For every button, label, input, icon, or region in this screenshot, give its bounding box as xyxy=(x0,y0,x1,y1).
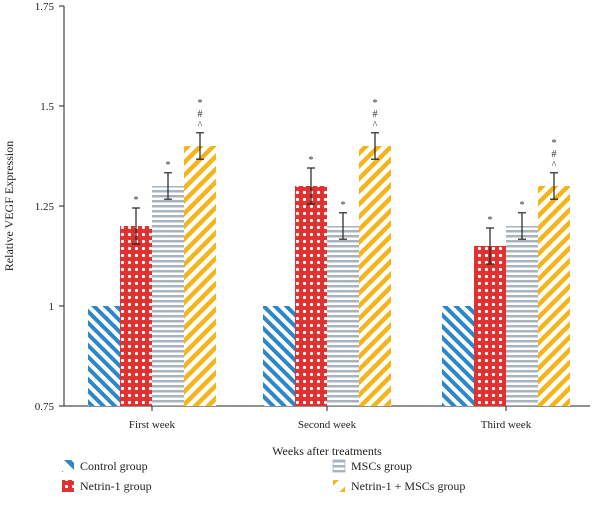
bar-mscs-group-1 xyxy=(152,186,184,406)
significance-marker: # xyxy=(198,109,203,120)
y-axis-title: Relative VEGF Expression xyxy=(2,141,16,271)
bar-netrin-1-group-1 xyxy=(120,226,152,406)
legend-label: Netrin-1 + MSCs group xyxy=(351,479,465,493)
y-tick-label: 0.75 xyxy=(35,401,55,413)
bar-netrin-1-group-2 xyxy=(295,186,327,406)
bar-netrin-1-group-3 xyxy=(474,246,506,406)
x-ticks: First week Second week Third week xyxy=(129,406,532,431)
legend-item-netrin-1-group: Netrin-1 group xyxy=(62,479,152,493)
y-tick-label: 1.75 xyxy=(35,1,55,13)
plot-area: 0.75 1 1.25 1.5 1.75 First week Second week Th… xyxy=(35,1,590,431)
legend: Control group Netrin-1 group MSCs group Net… xyxy=(62,459,465,493)
y-tick-label: 1.5 xyxy=(40,101,54,113)
y-tick-label: 1.25 xyxy=(35,201,55,213)
significance-marker: ^ xyxy=(373,120,378,131)
bar-netrin-1-mscs-group-1 xyxy=(184,146,216,406)
legend-item-mscs-group: MSCs group xyxy=(332,459,412,473)
significance-marker: ^ xyxy=(198,120,203,131)
x-tick-label: Second week xyxy=(298,419,357,431)
significance-marker: * xyxy=(341,200,346,211)
legend-item-control-group: Control group xyxy=(62,459,148,473)
legend-label: Netrin-1 group xyxy=(80,479,152,493)
bar-control-group-1 xyxy=(88,306,120,406)
significance-marker: ^ xyxy=(552,160,557,171)
x-tick-label: Third week xyxy=(481,419,532,431)
legend-swatch xyxy=(332,459,346,473)
significance-marker: * xyxy=(373,98,378,109)
significance-marker: * xyxy=(309,155,314,166)
bar-control-group-2 xyxy=(263,306,295,406)
y-tick-label: 1 xyxy=(49,301,55,313)
y-ticks: 0.75 1 1.25 1.5 1.75 xyxy=(35,1,64,413)
legend-swatch xyxy=(62,460,74,472)
significance-marker: # xyxy=(552,149,557,160)
significance-marker: * xyxy=(520,200,525,211)
legend-item-netrin-1-mscs-group: Netrin-1 + MSCs group xyxy=(333,479,465,493)
bar-control-group-3 xyxy=(442,306,474,406)
bars xyxy=(88,146,570,406)
significance-marker: * xyxy=(552,138,557,149)
bar-mscs-group-2 xyxy=(327,226,359,406)
x-axis-title: Weeks after treatments xyxy=(272,444,382,458)
significance-marker: * xyxy=(166,160,171,171)
legend-label: Control group xyxy=(80,459,148,473)
x-tick-label: First week xyxy=(129,419,176,431)
legend-label: MSCs group xyxy=(351,459,412,473)
significance-marker: * xyxy=(488,215,493,226)
annotations: ***#^***#^***#^ xyxy=(134,98,557,226)
error-bars xyxy=(132,132,558,265)
bar-netrin-1-mscs-group-2 xyxy=(359,146,391,406)
bar-mscs-group-3 xyxy=(506,226,538,406)
legend-swatch xyxy=(333,480,345,492)
significance-marker: # xyxy=(373,109,378,120)
legend-swatch xyxy=(62,480,74,492)
significance-marker: * xyxy=(134,195,139,206)
significance-marker: * xyxy=(198,98,203,109)
bar-netrin-1-mscs-group-3 xyxy=(538,186,570,406)
